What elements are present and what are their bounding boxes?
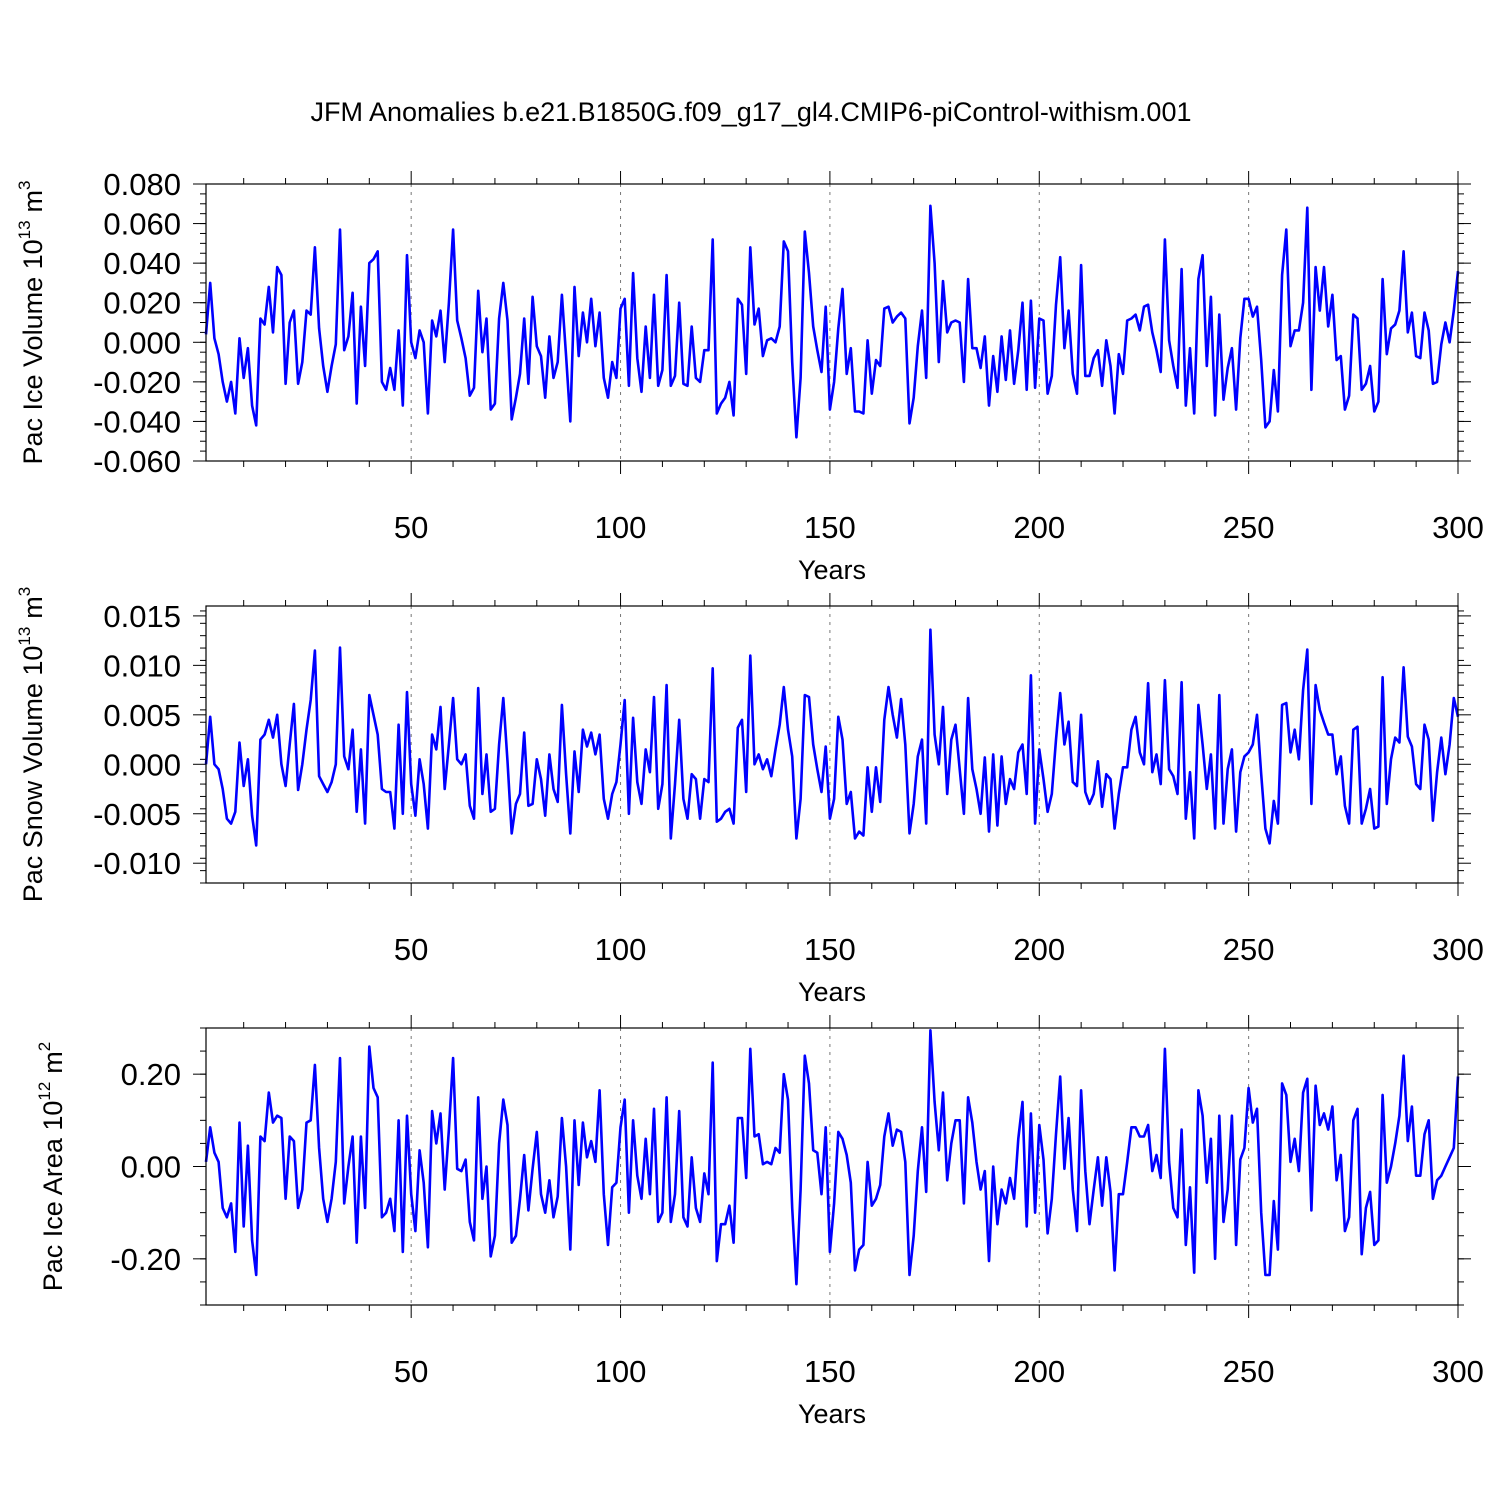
y-tick-label: 0.010	[103, 648, 181, 683]
plot-frame	[205, 183, 1459, 462]
y-axis-label-unit: m	[38, 1051, 68, 1074]
y-tick-label: 0.080	[103, 167, 181, 202]
y-tick-label: 0.000	[103, 747, 181, 782]
x-tick-label: 50	[394, 932, 428, 967]
y-axis-label-unit: m	[18, 596, 48, 619]
y-axis-label: Pac Snow Volume 1013 m3	[15, 587, 48, 903]
y-tick-label: 0.040	[103, 246, 181, 281]
y-axis-label-text: Pac Ice Volume 10	[18, 239, 48, 464]
y-tick-label: -0.20	[110, 1242, 181, 1277]
y-axis-label: Pac Ice Volume 1013 m3	[15, 180, 48, 464]
x-tick-label: 150	[804, 932, 856, 967]
y-axis-label-unit-exponent: 3	[15, 587, 34, 596]
y-tick-label: 0.060	[103, 207, 181, 242]
y-axis-label-text: Pac Ice Area 10	[38, 1101, 68, 1292]
x-tick-label: 250	[1223, 932, 1275, 967]
y-axis-label-unit: m	[18, 190, 48, 213]
x-tick-label: 300	[1432, 1354, 1484, 1389]
x-tick-label: 200	[1013, 932, 1065, 967]
chart-panels: 50 100 150 200 250 300-0.060-0.040-0.0200.000…	[15, 167, 1484, 1429]
panel-1: 50 100 150 200 250 300 -0.060 -0.040 -0.020 0.000…	[15, 167, 1484, 585]
x-tick-label: 50	[394, 1354, 428, 1389]
panel-2: 50 100 150 200 250 300 -0.010 -0.005 0.000 0.005 0…	[15, 587, 1484, 1007]
y-axis-label: Pac Ice Area 1012 m2	[35, 1042, 68, 1292]
y-tick-label: -0.005	[93, 797, 181, 832]
data-series-line	[204, 1029, 1460, 1286]
y-tick-label: -0.040	[93, 404, 181, 439]
data-series-line	[204, 204, 1460, 439]
x-tick-label: 50	[394, 510, 428, 545]
x-axis-label: Years	[798, 555, 866, 585]
y-axis-label-exponent: 12	[35, 1082, 54, 1101]
x-tick-label: 200	[1013, 1354, 1065, 1389]
y-tick-label: -0.020	[93, 365, 181, 400]
x-tick-label: 100	[595, 932, 647, 967]
x-tick-label: 100	[595, 1354, 647, 1389]
x-tick-label: 250	[1223, 510, 1275, 545]
x-tick-label: 150	[804, 510, 856, 545]
x-axis-label: Years	[798, 977, 866, 1007]
x-tick-label: 150	[804, 1354, 856, 1389]
x-axis-label: Years	[798, 1399, 866, 1429]
x-tick-label: 100	[595, 510, 647, 545]
y-axis-label-unit-exponent: 3	[15, 180, 34, 189]
data-series-line	[204, 628, 1460, 847]
x-tick-label: 300	[1432, 510, 1484, 545]
y-tick-label: 0.000	[103, 325, 181, 360]
y-tick-label: 0.020	[103, 286, 181, 321]
y-tick-label: -0.060	[93, 444, 181, 479]
x-tick-label: 200	[1013, 510, 1065, 545]
chart-title: JFM Anomalies b.e21.B1850G.f09_g17_gl4.C…	[311, 97, 1192, 127]
y-tick-label: 0.015	[103, 599, 181, 634]
plot-frame	[205, 605, 1459, 884]
panel-3: 50 100 150 200 250 300 -0.20 0.00 0.20 Years Pac I…	[35, 1015, 1484, 1429]
x-tick-label: 250	[1223, 1354, 1275, 1389]
y-axis-label-unit-exponent: 2	[35, 1042, 54, 1051]
y-tick-label: 0.005	[103, 698, 181, 733]
x-tick-label: 300	[1432, 932, 1484, 967]
y-tick-label: -0.010	[93, 846, 181, 881]
y-axis-label-exponent: 13	[15, 627, 34, 646]
y-tick-label: 0.20	[121, 1057, 181, 1092]
y-tick-label: 0.00	[121, 1150, 181, 1185]
y-axis-label-exponent: 13	[15, 220, 34, 239]
plot-frame	[205, 1027, 1459, 1306]
y-axis-label-text: Pac Snow Volume 10	[18, 646, 48, 903]
